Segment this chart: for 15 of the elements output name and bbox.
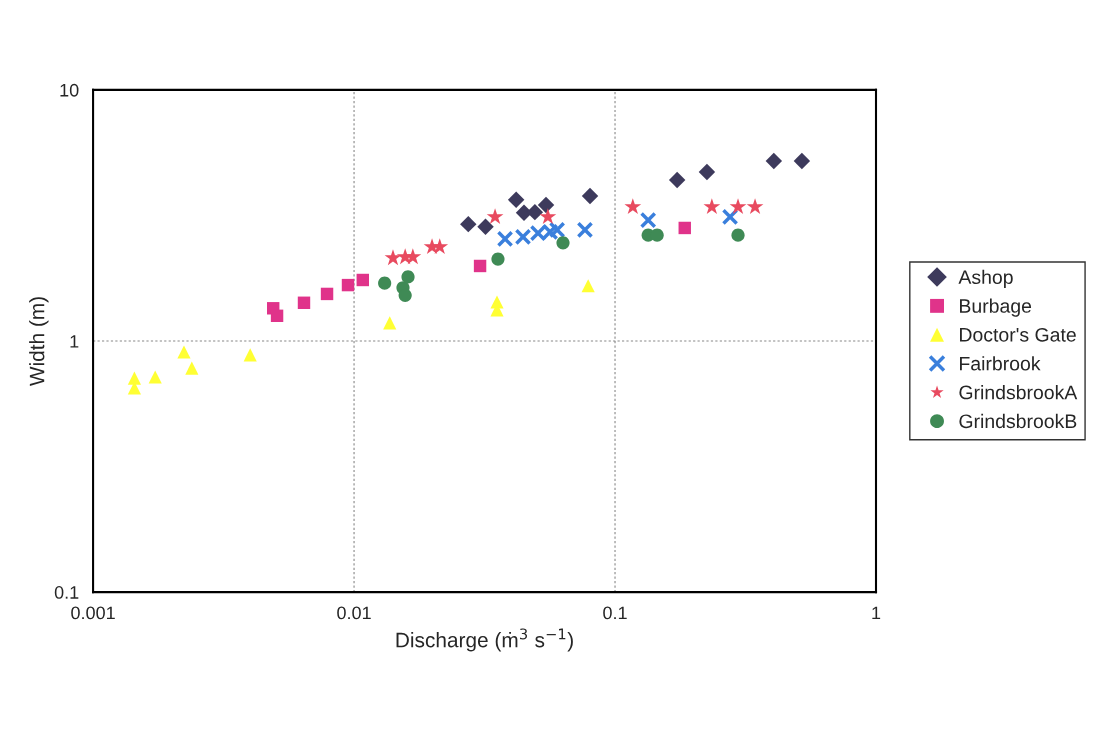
legend-label: Fairbrook xyxy=(960,356,1041,371)
legend-label: GrindsbrookA xyxy=(959,385,1078,400)
y-tick-label: 1 xyxy=(70,335,79,348)
x-tick-label: 0.01 xyxy=(337,606,371,620)
legend-label: Burbage xyxy=(960,298,1032,317)
y-axis-title: Width (m) xyxy=(29,297,49,387)
legend-label: GrindsbrookB xyxy=(959,413,1077,429)
x-tick-label: 1 xyxy=(872,606,881,620)
legend-label: Doctor's Gate xyxy=(960,327,1076,342)
y-tick-label: 10 xyxy=(60,83,79,97)
x-tick-label: 0.001 xyxy=(71,606,115,620)
legend-label: Ashop xyxy=(958,269,1013,288)
x-axis-title: Discharge (ṁ$^{3}$ s$^{−1}$) xyxy=(396,628,573,652)
y-tick-label: 0.1 xyxy=(54,586,79,599)
x-tick-label: 0.1 xyxy=(603,606,627,620)
